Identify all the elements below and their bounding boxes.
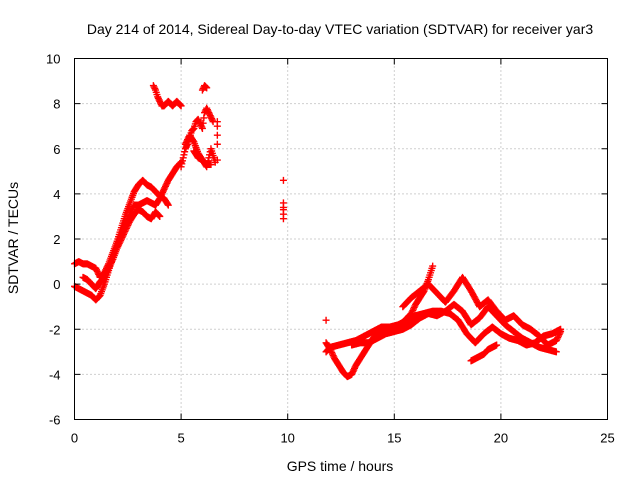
series-track-b-early	[71, 176, 172, 281]
data-point	[177, 102, 185, 110]
data-point	[164, 200, 172, 208]
y-tick-label: 6	[53, 142, 60, 157]
data-point	[164, 201, 172, 209]
data-point	[213, 140, 221, 148]
series-track-c-early	[79, 206, 164, 293]
x-tick-labels: 0 5 10 15 20 25	[71, 431, 615, 446]
data-point	[208, 116, 216, 124]
y-tick-label: -4	[49, 367, 61, 382]
data-point	[176, 100, 184, 108]
series-peak-arc	[149, 82, 185, 110]
y-tick-label: 4	[53, 187, 60, 202]
series-track-d-late	[399, 273, 565, 349]
y-tick-labels: -6 -4 -2 0 2 4 6 8 10	[46, 52, 60, 428]
series-dip-nineteen	[467, 341, 501, 365]
data-point	[557, 328, 565, 336]
y-tick-label: 0	[53, 277, 60, 292]
x-axis-label: GPS time / hours	[287, 458, 394, 474]
data-point	[201, 82, 209, 90]
data-point	[202, 83, 210, 91]
series-isolated-twelve	[322, 316, 330, 324]
y-tick-label: 10	[46, 52, 60, 67]
data-point	[198, 123, 206, 131]
data-point	[213, 131, 221, 139]
data-point	[155, 212, 163, 220]
x-tick-label: 20	[494, 431, 508, 446]
data-point	[207, 161, 215, 169]
y-axis-label: SDTVAR / TECUs	[5, 182, 21, 294]
series-right-six	[213, 118, 221, 164]
data-point	[322, 316, 330, 324]
data-point	[176, 101, 184, 109]
data-point	[108, 257, 116, 265]
data-point	[213, 156, 221, 164]
data-point	[199, 119, 207, 127]
series-low-six	[190, 147, 215, 169]
x-tick-label: 25	[600, 431, 614, 446]
series-track-c-late	[348, 300, 560, 356]
x-tick-label: 10	[280, 431, 294, 446]
axis-ticks	[74, 58, 608, 420]
data-point	[429, 262, 437, 270]
data-point	[151, 85, 159, 93]
series-top-six	[198, 82, 211, 94]
y-tick-label: 8	[53, 97, 60, 112]
y-tick-label: -6	[49, 413, 61, 428]
data-point	[556, 329, 564, 337]
chart-title: Day 214 of 2014, Sidereal Day-to-day VTE…	[87, 21, 593, 37]
data-points	[71, 82, 565, 381]
x-tick-label: 15	[387, 431, 401, 446]
data-point	[156, 212, 164, 220]
data-point	[154, 211, 162, 219]
y-tick-label: 2	[53, 232, 60, 247]
data-point	[279, 176, 287, 184]
series-isolated-ten	[279, 176, 287, 223]
x-tick-label: 0	[71, 431, 78, 446]
data-point	[552, 348, 560, 356]
data-point	[203, 84, 211, 92]
data-point	[200, 114, 208, 122]
data-point	[188, 126, 196, 134]
data-point	[213, 118, 221, 126]
data-point	[198, 124, 206, 132]
grid	[74, 58, 608, 420]
data-point	[279, 215, 287, 223]
y-tick-label: -2	[49, 322, 61, 337]
data-point	[493, 341, 501, 349]
x-tick-label: 5	[177, 431, 184, 446]
